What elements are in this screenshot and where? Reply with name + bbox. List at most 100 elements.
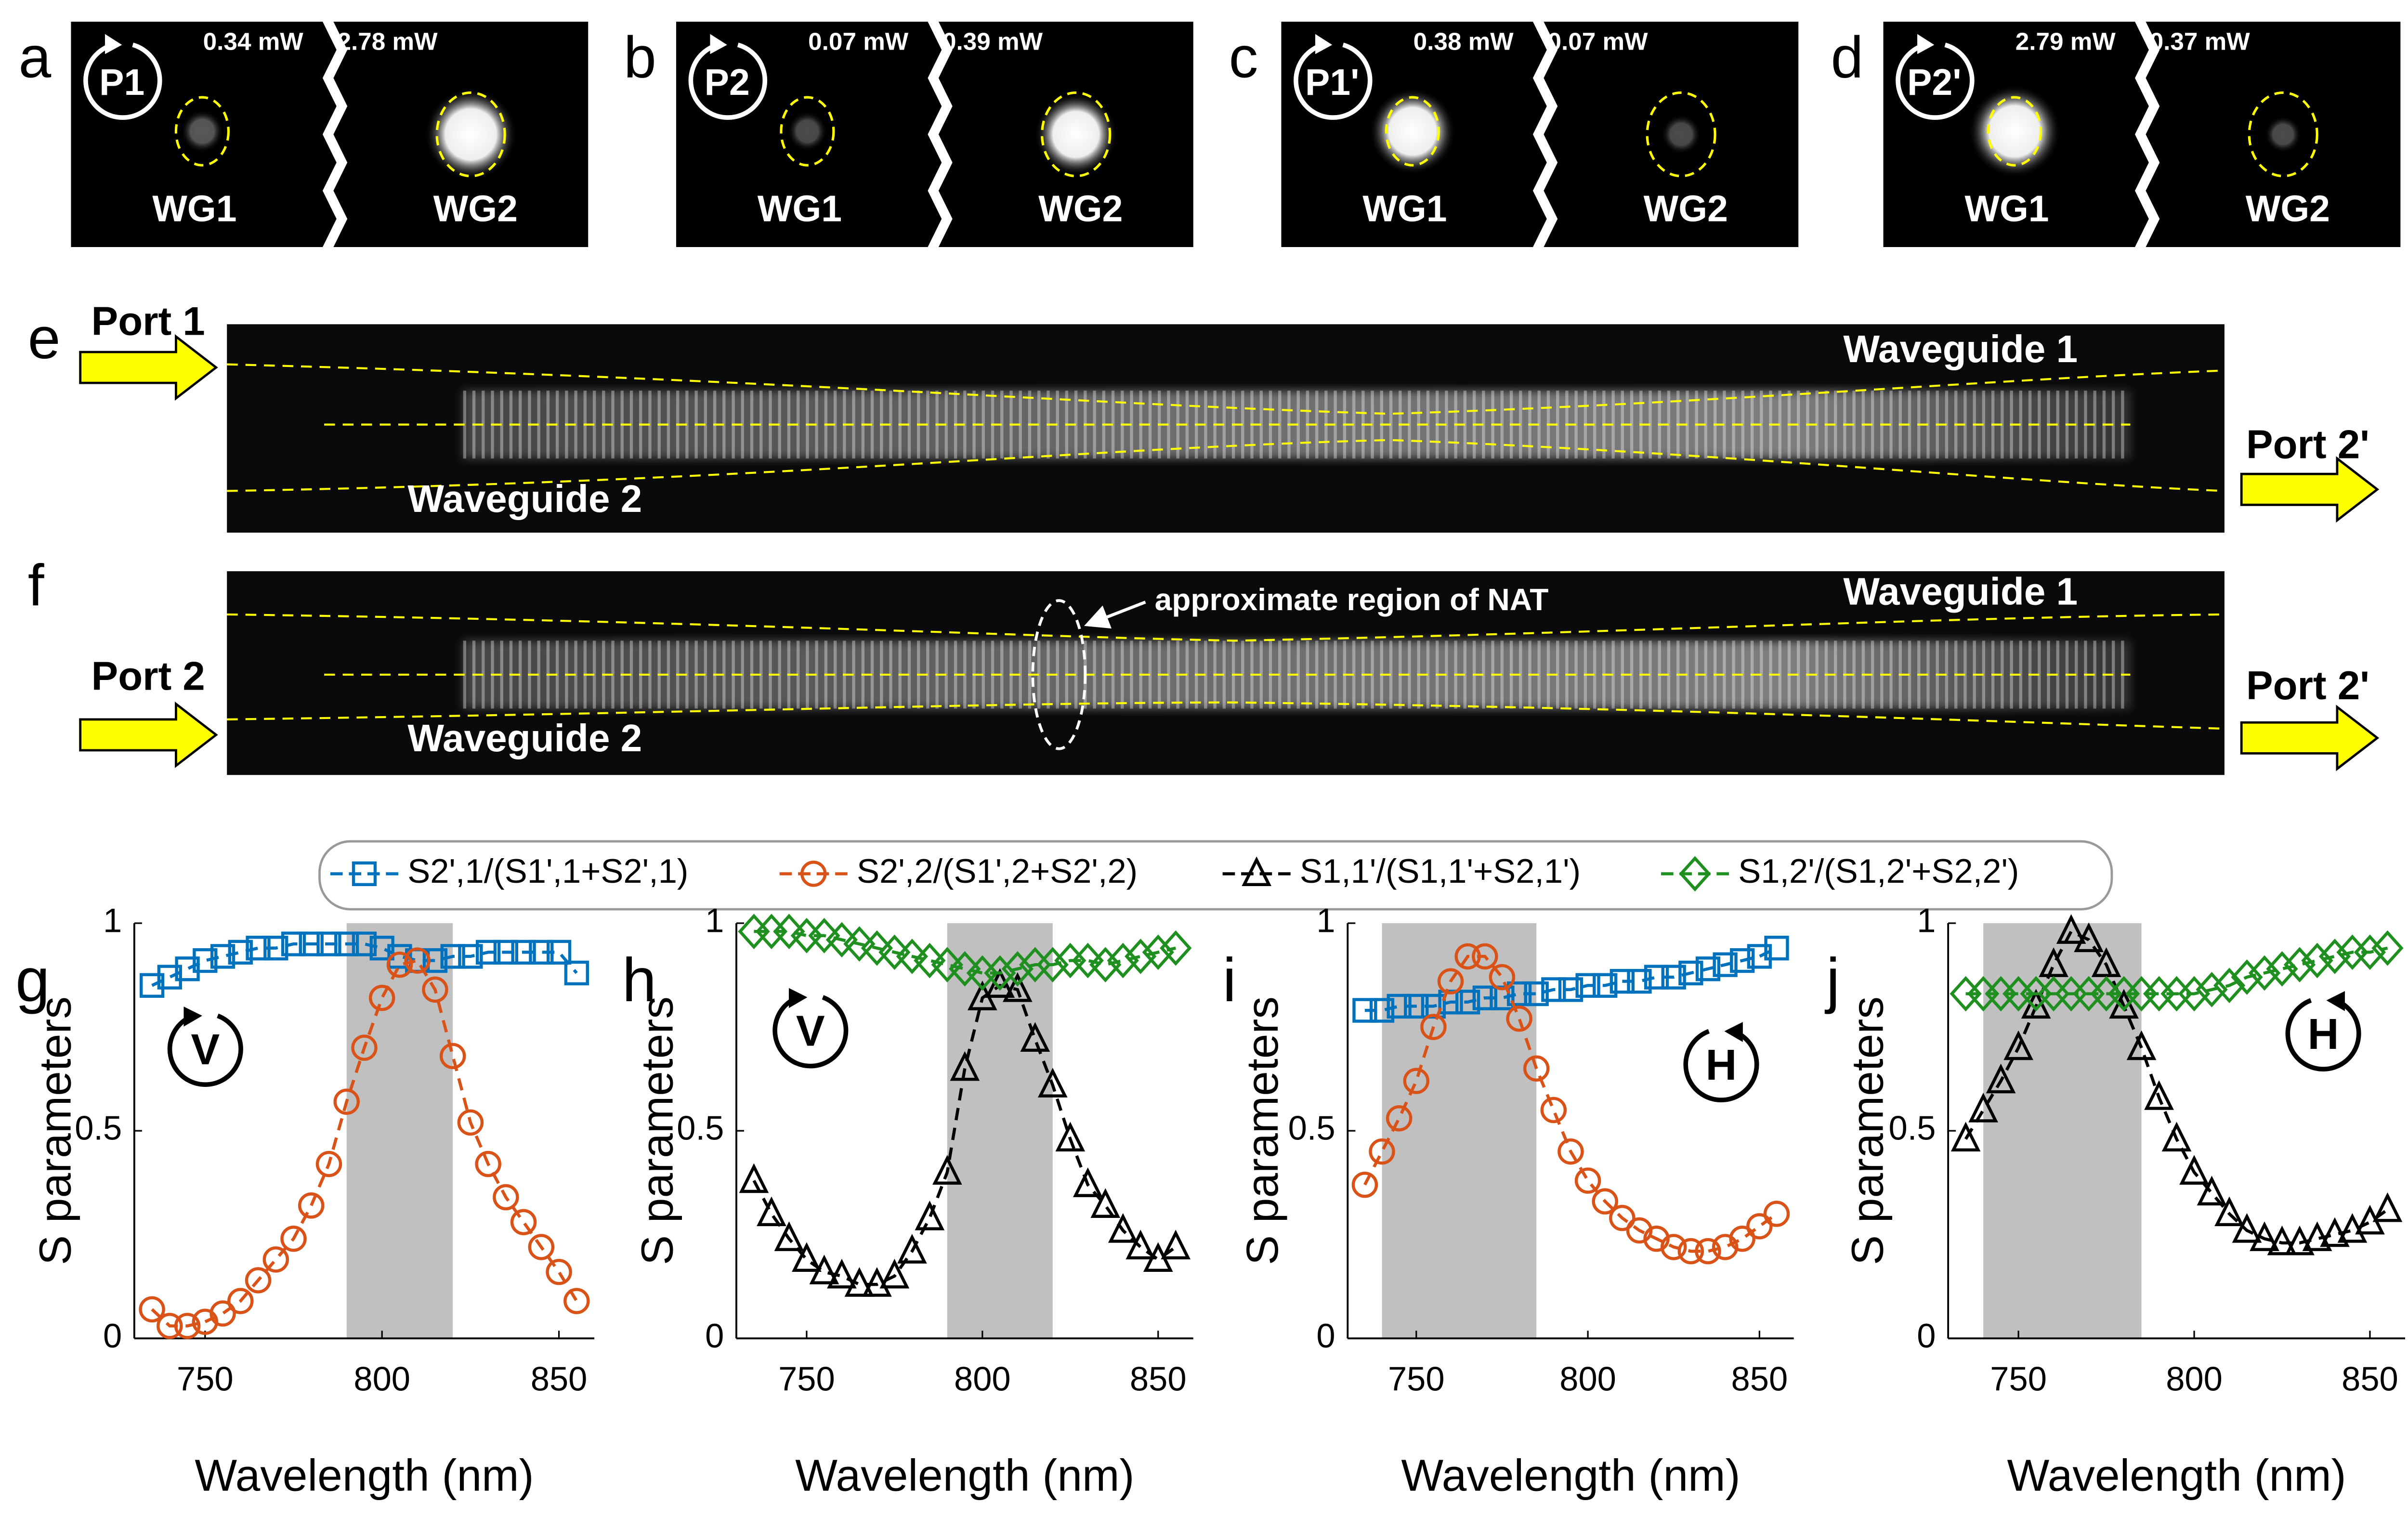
marker-square (1713, 952, 1738, 977)
marker-square (175, 956, 200, 981)
marker-square (1490, 985, 1515, 1010)
marker-circle (404, 947, 431, 974)
port-circle (1294, 42, 1373, 120)
marker-diamond (2213, 967, 2246, 1004)
mode-spot (1661, 114, 1701, 155)
panel-letter: h (622, 946, 656, 1015)
waveguide-label: WG2 (1644, 188, 1728, 230)
marker-circle (1506, 1006, 1532, 1032)
marker-circle (1489, 964, 1516, 991)
marker-circle (209, 1300, 236, 1327)
image-break (928, 22, 953, 248)
marker-square (1506, 981, 1532, 1006)
power-label: 0.37 mW (2150, 27, 2251, 55)
port-label: P1' (1305, 62, 1359, 103)
marker-circle (1420, 1014, 1447, 1040)
legend-marker (1679, 856, 1711, 892)
marker-triangle (2039, 947, 2068, 977)
marker-triangle (2372, 1192, 2403, 1222)
marker-circle (1472, 943, 1498, 970)
waveguide-outline (435, 91, 506, 178)
marker-circle (1626, 1217, 1653, 1244)
y-tick-label: 1 (1917, 902, 1936, 940)
x-tick-label: 750 (1388, 1360, 1445, 1398)
marker-square (1387, 993, 1412, 1019)
marker-triangle (2003, 1030, 2033, 1060)
waveguide-edge (227, 701, 2225, 730)
marker-diamond (1001, 951, 1034, 987)
waveguide-outline (2248, 91, 2318, 178)
image-break (322, 22, 348, 248)
marker-triangle (2179, 1155, 2209, 1185)
marker-triangle (2320, 1217, 2350, 1247)
legend-marker (800, 861, 827, 887)
marker-circle (439, 1043, 466, 1070)
y-tick-label: 0.5 (75, 1109, 122, 1147)
marker-circle (280, 1226, 307, 1252)
marker-square (387, 944, 412, 969)
waveguide-outline (1987, 96, 2042, 167)
x-axis-label: Wavelength (nm) (195, 1450, 534, 1500)
waveguide-label: WG1 (152, 188, 236, 230)
waveguide-label: Waveguide 1 (1843, 569, 2078, 613)
marker-square (475, 940, 501, 965)
marker-circle (368, 984, 395, 1011)
marker-square (299, 931, 324, 956)
marker-triangle (844, 1267, 875, 1297)
x-tick-label: 850 (531, 1360, 588, 1398)
legend-box (318, 840, 2113, 911)
port-label: Port 2' (2246, 422, 2369, 467)
marker-circle (1712, 1234, 1739, 1260)
marker-triangle (1037, 1068, 1068, 1098)
y-axis-label: S parameters (1237, 996, 1287, 1265)
marker-circle (1643, 1226, 1670, 1252)
port-circle (688, 42, 768, 120)
legend-label: S1,2'/(S1,2'+S2,2') (1738, 852, 2019, 890)
port-circle (1896, 42, 1975, 120)
marker-circle (528, 1234, 555, 1260)
marker-square (1455, 990, 1480, 1015)
x-axis-label: Wavelength (nm) (2007, 1450, 2346, 1500)
marker-triangle (1968, 1092, 1998, 1123)
waveguide-outline (780, 96, 835, 167)
legend-marker (1242, 856, 1271, 887)
rotation-arrow (2326, 991, 2345, 1011)
x-tick-label: 750 (177, 1360, 234, 1398)
marker-square (1610, 969, 1635, 994)
series-line (752, 983, 1177, 1286)
waveguide-outline (1385, 96, 1440, 167)
marker-square (1678, 960, 1703, 986)
marker-square (369, 936, 394, 961)
legend-label: S2',1/(S1',1+S2',1) (407, 852, 688, 890)
port-label: P2' (1907, 62, 1961, 103)
rotation-arrow (1724, 1022, 1743, 1042)
x-tick-label: 800 (954, 1360, 1011, 1398)
marker-triangle (950, 1051, 980, 1081)
marker-square (511, 940, 536, 965)
marker-square (1644, 965, 1669, 990)
marker-triangle (1950, 1122, 1981, 1151)
x-tick-label: 850 (1130, 1360, 1187, 1398)
waveguide-outline (174, 96, 230, 167)
waveguide-label: Waveguide 2 (407, 477, 642, 520)
y-tick-label: 0 (103, 1317, 122, 1355)
marker-square (1730, 948, 1755, 973)
marker-circle (510, 1209, 537, 1236)
power-label: 2.78 mW (338, 27, 438, 55)
marker-triangle (2161, 1122, 2192, 1151)
marker-square (1524, 981, 1549, 1006)
marker-square (493, 940, 519, 965)
marker-diamond (2354, 934, 2386, 970)
marker-square (1627, 969, 1652, 994)
panel-letter: f (28, 552, 45, 618)
marker-triangle (1090, 1188, 1121, 1218)
marker-square (529, 940, 554, 965)
marker-diamond (2318, 939, 2351, 974)
marker-triangle (2126, 1030, 2157, 1060)
marker-circle (1369, 1138, 1395, 1165)
marker-triangle (809, 1255, 839, 1284)
x-tick-label: 850 (2342, 1360, 2398, 1398)
marker-triangle (2197, 1176, 2227, 1206)
port-arrow (710, 34, 727, 54)
